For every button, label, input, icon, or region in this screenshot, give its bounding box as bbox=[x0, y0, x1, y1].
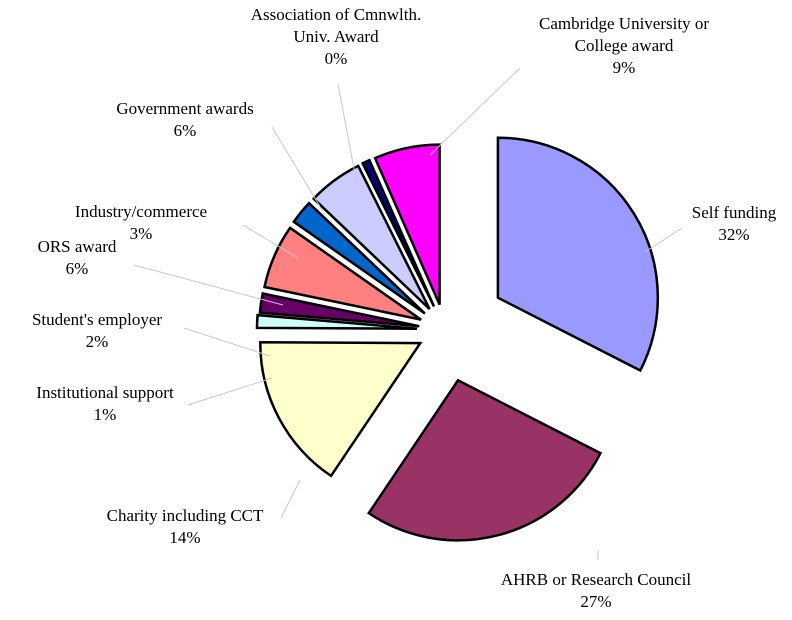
slice-label-industry-commerce: Industry/commerce 3% bbox=[75, 202, 207, 243]
pie-slice-association-of-cmnwlth-univ-award bbox=[360, 158, 436, 308]
slice-label-student-s-employer: Student's employer 2% bbox=[32, 310, 162, 351]
pie-slice-ors-award bbox=[263, 226, 422, 321]
slices-layer bbox=[255, 136, 660, 542]
leader-line-ors-award bbox=[133, 264, 284, 306]
pie-slice-student-s-employer bbox=[258, 292, 420, 328]
pie-slice-institutional-support bbox=[255, 313, 418, 330]
slice-label-government-awards: Government awards 6% bbox=[116, 99, 253, 140]
slice-label-ahrb-or-research-council: AHRB or Research Council 27% bbox=[501, 570, 692, 611]
pie-slice-government-awards bbox=[311, 164, 431, 311]
leader-line-government-awards bbox=[271, 126, 326, 216]
slice-label-self-funding: Self funding 32% bbox=[692, 203, 777, 244]
slice-label-cambridge-university-or-college-award: Cambridge University or College award 9% bbox=[539, 14, 709, 77]
leader-line-student-s-employer bbox=[183, 327, 271, 357]
leader-line-self-funding bbox=[644, 227, 683, 253]
leader-line-cambridge-university-or-college-award bbox=[429, 67, 521, 156]
slice-label-association-of-cmnwlth-univ-award: Association of Cmnwlth. Univ. Award 0% bbox=[251, 5, 421, 68]
pie-slice-cambridge-university-or-college-award bbox=[373, 143, 441, 306]
leader-line-charity-including-cct bbox=[280, 479, 301, 519]
leader-line-institutional-support bbox=[187, 377, 273, 406]
slice-label-institutional-support: Institutional support 1% bbox=[36, 383, 174, 424]
slice-label-charity-including-cct: Charity including CCT 14% bbox=[107, 506, 264, 547]
slice-label-ors-award: ORS award 6% bbox=[38, 237, 117, 278]
pie-slice-self-funding bbox=[496, 136, 660, 373]
pie-slice-charity-including-cct bbox=[259, 341, 423, 478]
slice-labels: Self funding 32% AHRB or Research Council 2… bbox=[32, 5, 777, 611]
pie-slice-ahrb-or-research-council bbox=[367, 378, 603, 542]
leader-line-industry-commerce bbox=[242, 224, 299, 259]
leader-lines bbox=[133, 67, 683, 560]
pie-slice-industry-commerce bbox=[292, 201, 426, 315]
leader-line-association-of-cmnwlth-univ-award bbox=[337, 83, 359, 191]
